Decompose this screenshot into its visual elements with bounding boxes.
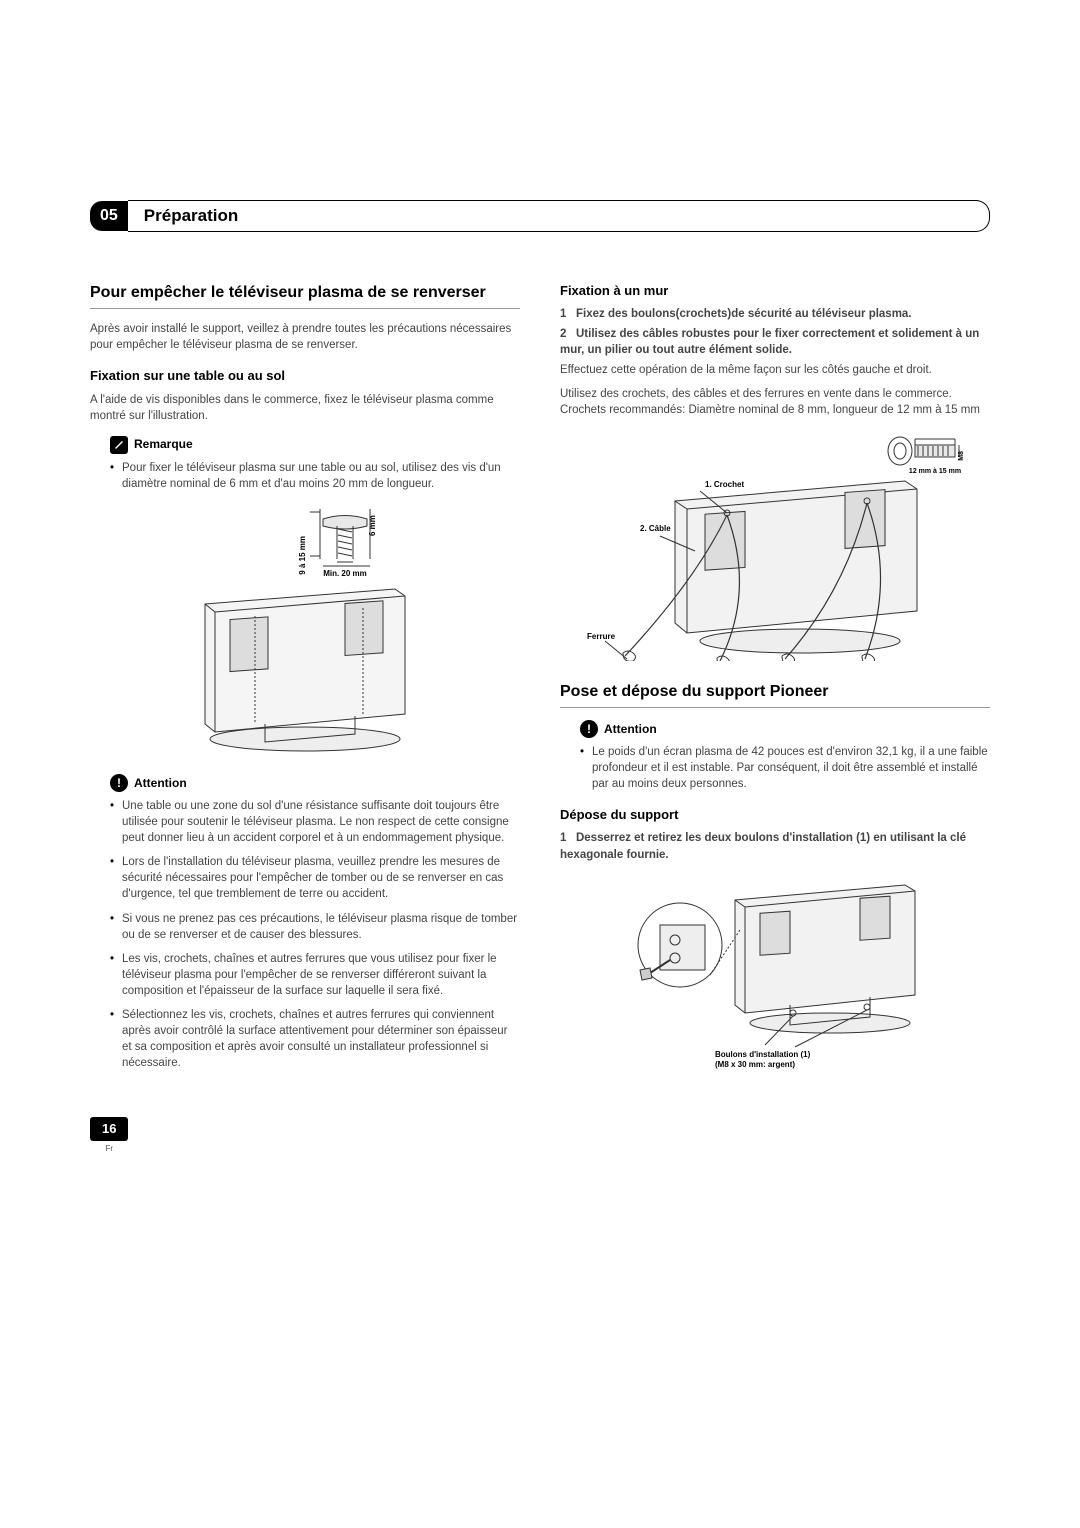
subheading-wall: Fixation à un mur <box>560 282 990 300</box>
section-heading-stand: Pose et dépose du support Pioneer <box>560 681 990 708</box>
dim-6mm: 6 mm <box>368 515 377 536</box>
chapter-title: Préparation <box>128 200 990 232</box>
step-1: 1 Fixez des boulons(crochets)de sécurité… <box>560 306 990 322</box>
table-floor-text: A l'aide de vis disponibles dans le comm… <box>90 392 520 424</box>
remark-bullet: Pour fixer le téléviseur plasma sur une … <box>110 460 520 492</box>
subheading-table-floor: Fixation sur une table ou au sol <box>90 367 520 385</box>
attention-label-right: Attention <box>604 721 657 738</box>
attention-callout-left: ! Attention <box>110 774 520 792</box>
label-crochet: 1. Crochet <box>705 480 744 489</box>
section-heading-prevent-tipping: Pour empêcher le téléviseur plasma de se… <box>90 282 520 309</box>
remark-callout: Remarque <box>110 436 520 454</box>
attn-bullet: Sélectionnez les vis, crochets, chaînes … <box>110 1007 520 1071</box>
warning-icon: ! <box>580 720 598 738</box>
page-footer: 16 Fr <box>90 1117 128 1154</box>
page-number: 16 <box>90 1117 128 1141</box>
chapter-number: 05 <box>90 201 128 231</box>
language-code: Fr <box>90 1143 128 1154</box>
figure-screw-tv: 9 à 15 mm 6 mm Min. 20 mm <box>90 504 520 754</box>
subheading-remove-stand: Dépose du support <box>560 806 990 824</box>
label-ferrure: Ferrure <box>587 632 616 641</box>
label-bolt-spec: (M8 x 30 mm: argent) <box>715 1060 795 1069</box>
remark-label: Remarque <box>134 436 193 453</box>
attention-label-left: Attention <box>134 775 187 792</box>
attn-bullet: Les vis, crochets, chaînes et autres fer… <box>110 951 520 999</box>
figure-wall-mount: M8 12 mm à 15 mm <box>560 431 990 661</box>
dim-9-15: 9 à 15 mm <box>298 536 307 575</box>
chapter-header: 05 Préparation <box>90 200 990 232</box>
attn-bullet-right: Le poids d'un écran plasma de 42 pouces … <box>580 744 990 792</box>
step-d1: 1 Desserrez et retirez les deux boulons … <box>560 830 990 862</box>
left-column: Pour empêcher le téléviseur plasma de se… <box>90 282 520 1095</box>
warning-icon: ! <box>110 774 128 792</box>
figure-remove-stand: Boulons d'installation (1) (M8 x 30 mm: … <box>560 875 990 1075</box>
attn-bullet: Si vous ne prenez pas ces précautions, l… <box>110 911 520 943</box>
hook-spec-text: Utilisez des crochets, des câbles et des… <box>560 386 990 418</box>
dim-min20: Min. 20 mm <box>323 569 367 578</box>
note-icon <box>110 436 128 454</box>
label-cable: 2. Câble <box>640 524 671 533</box>
attn-bullet: Lors de l'installation du téléviseur pla… <box>110 854 520 902</box>
step-2-text: Effectuez cette opération de la même faç… <box>560 362 990 378</box>
bolt-m8: M8 <box>958 450 965 460</box>
intro-paragraph: Après avoir installé le support, veillez… <box>90 321 520 353</box>
attention-list-left: Une table ou une zone du sol d'une résis… <box>90 798 520 1071</box>
right-column: Fixation à un mur 1 Fixez des boulons(cr… <box>560 282 990 1095</box>
bolt-12-15: 12 mm à 15 mm <box>909 468 961 475</box>
label-install-bolts: Boulons d'installation (1) <box>715 1050 811 1059</box>
attention-callout-right: ! Attention <box>580 720 990 738</box>
attn-bullet: Une table ou une zone du sol d'une résis… <box>110 798 520 846</box>
step-2: 2 Utilisez des câbles robustes pour le f… <box>560 326 990 358</box>
